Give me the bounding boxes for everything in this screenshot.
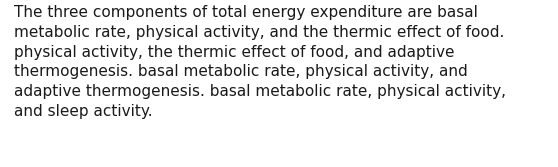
Text: The three components of total energy expenditure are basal
metabolic rate, physi: The three components of total energy exp… (14, 5, 506, 119)
